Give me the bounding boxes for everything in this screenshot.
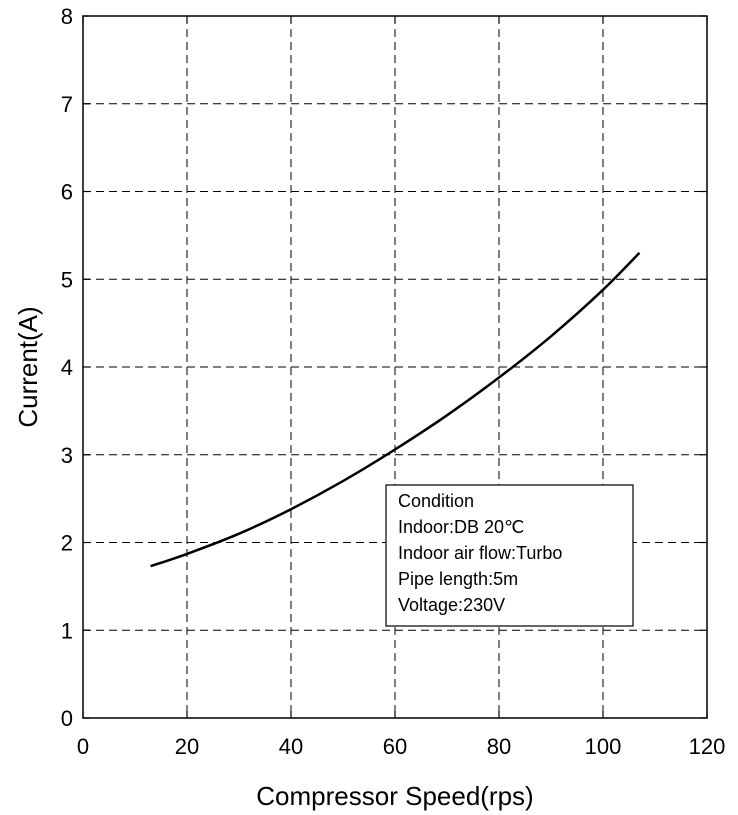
y-tick-label: 3 bbox=[61, 443, 73, 468]
x-tick-label: 60 bbox=[383, 734, 407, 759]
condition-note-line: Indoor:DB 20℃ bbox=[398, 517, 524, 537]
condition-note-frame bbox=[385, 484, 634, 627]
y-tick-label: 8 bbox=[61, 4, 73, 29]
condition-note-line: Pipe length:5m bbox=[398, 569, 518, 589]
x-tick-label: 0 bbox=[77, 734, 89, 759]
condition-note-line: Voltage:230V bbox=[398, 595, 505, 615]
condition-note-box: Condition Indoor:DB 20℃ Indoor air flow:Tu… bbox=[385, 484, 634, 627]
axis-ticks: 0 20 40 60 80 100 120 0 1 2 3 4 5 6 7 8 bbox=[61, 4, 726, 759]
y-tick-label: 4 bbox=[61, 355, 73, 380]
y-tick-label: 7 bbox=[61, 92, 73, 117]
y-axis-title: Current(A) bbox=[13, 306, 43, 427]
condition-note-line: Indoor air flow:Turbo bbox=[398, 543, 562, 563]
y-tick-label: 0 bbox=[61, 706, 73, 731]
grid-lines bbox=[83, 16, 707, 718]
series-line bbox=[150, 252, 641, 568]
x-tick-label: 20 bbox=[175, 734, 199, 759]
x-tick-label: 40 bbox=[279, 734, 303, 759]
y-tick-label: 1 bbox=[61, 618, 73, 643]
y-tick-label: 6 bbox=[61, 180, 73, 205]
x-tick-label: 120 bbox=[689, 734, 726, 759]
y-tick-label: 2 bbox=[61, 531, 73, 556]
x-tick-label: 80 bbox=[487, 734, 511, 759]
y-tick-label: 5 bbox=[61, 267, 73, 292]
x-axis-title: Compressor Speed(rps) bbox=[256, 781, 533, 811]
x-tick-label: 100 bbox=[585, 734, 622, 759]
condition-note-line: Condition bbox=[398, 491, 474, 511]
